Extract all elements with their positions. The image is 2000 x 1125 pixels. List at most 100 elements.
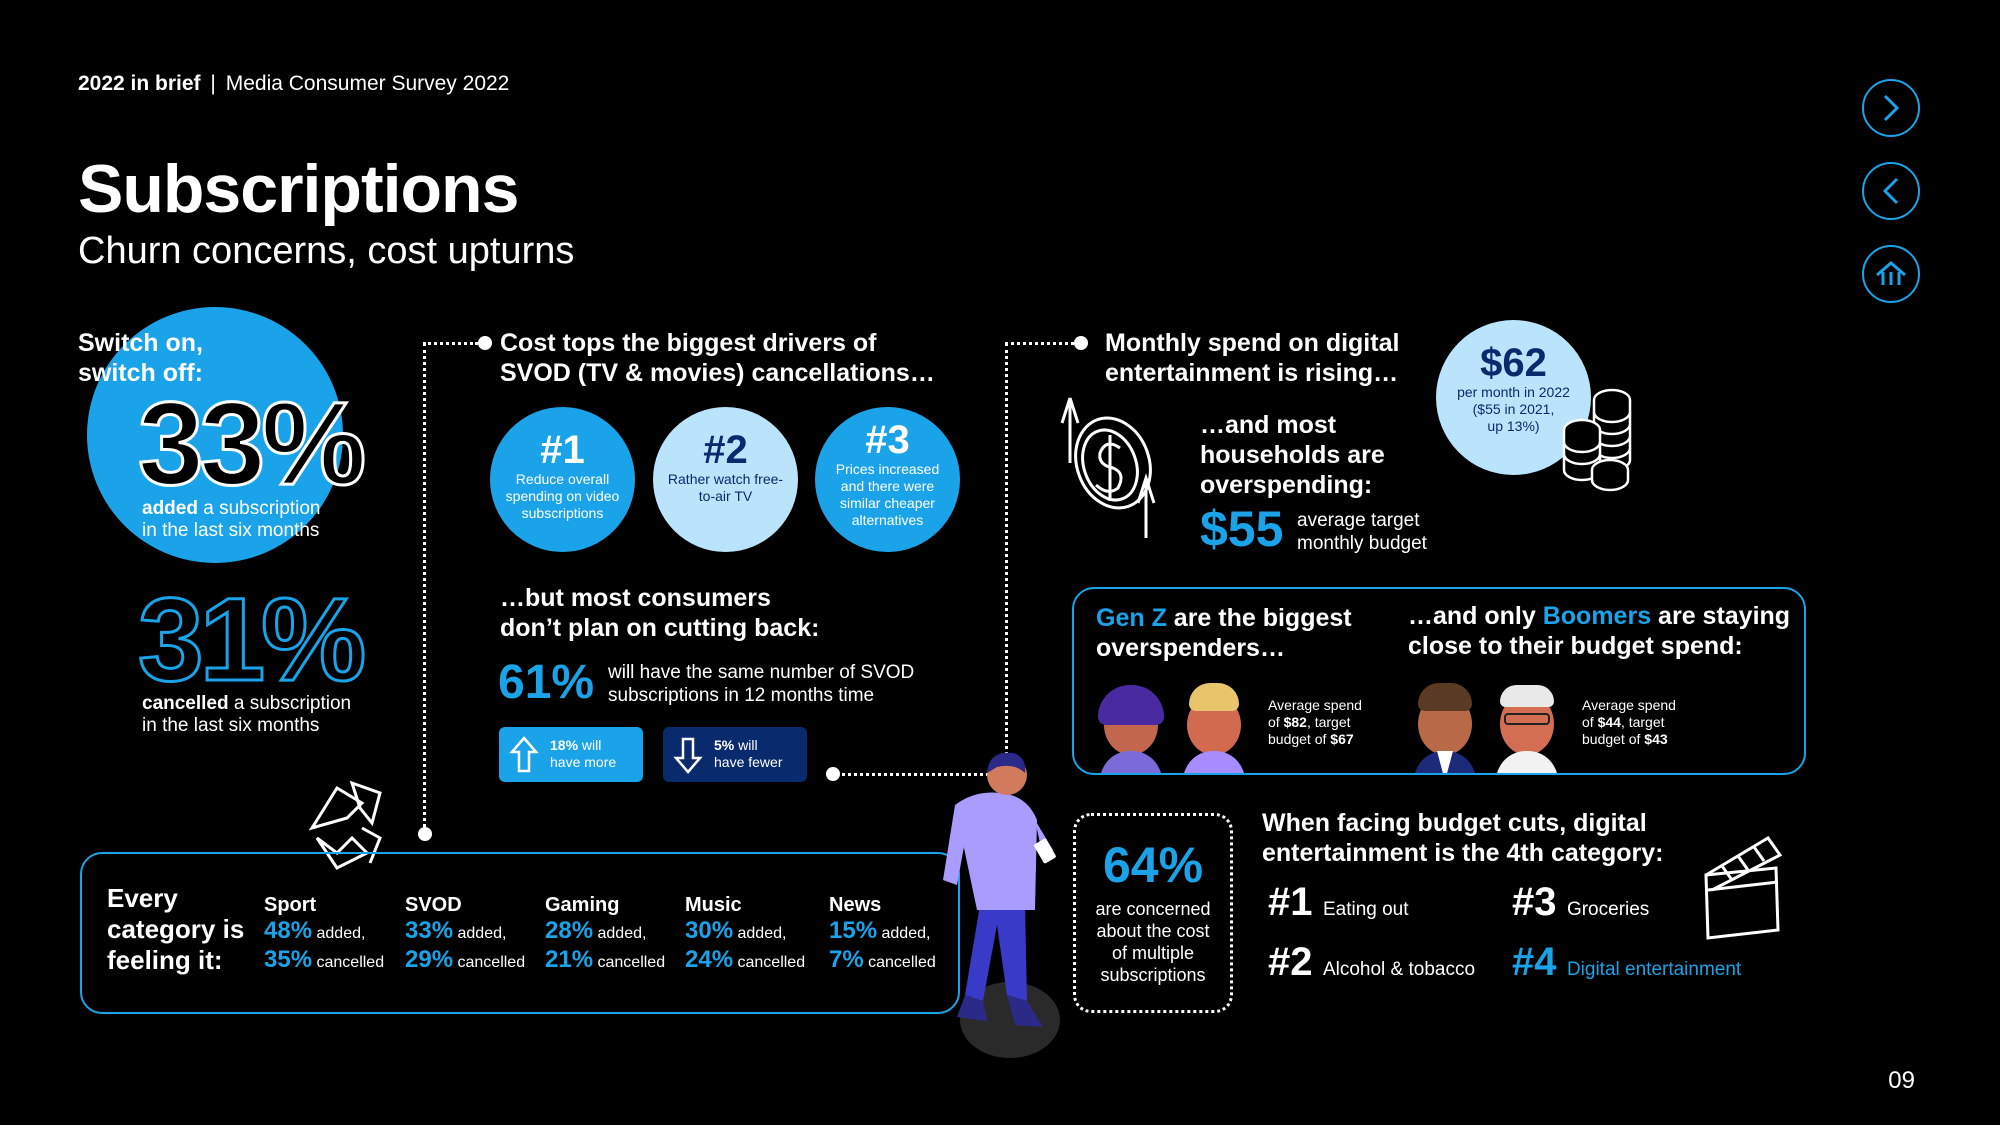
cancelled-label: cancelled — [863, 954, 936, 971]
connector-dot — [1074, 336, 1088, 350]
boomers-rest: are staying — [1651, 602, 1791, 630]
overspend-line1: …and most — [1200, 411, 1337, 439]
added-rest2: in the last six months — [142, 520, 320, 541]
driver-3: #3 Prices increased and there were simil… — [815, 407, 960, 552]
avatar-genz-2 — [1179, 677, 1249, 773]
category-heading: Every category is feeling it: — [107, 883, 244, 976]
same-text2: subscriptions in 12 months time — [608, 685, 875, 706]
added-rest: a subscription — [197, 498, 321, 519]
category-music: Music 30% added, 24% cancelled — [685, 892, 805, 976]
boomers-avg3a: budget of — [1582, 731, 1645, 747]
fewer-text1: will — [734, 737, 758, 753]
genz-avg1: Average spend — [1268, 697, 1362, 713]
budget-cuts-line2: entertainment is the 4th category: — [1262, 839, 1664, 867]
spend-amount: $62 — [1480, 341, 1547, 385]
budget-rank-num: #2 — [1268, 940, 1313, 984]
boomers-name: Boomers — [1542, 602, 1652, 630]
genz-avg2b: , target — [1306, 714, 1351, 730]
connector-line — [423, 342, 478, 345]
category-added: 33% — [405, 917, 454, 944]
category-heading-line1: Every — [107, 883, 178, 913]
arrow-down-icon — [673, 737, 703, 774]
fewer-text2: have fewer — [714, 754, 783, 770]
cancelled-label: cancelled — [593, 954, 666, 971]
concern-line3: of multiple — [1111, 943, 1195, 963]
avatar-boomer-2 — [1492, 679, 1562, 773]
more-pct: 18% — [550, 737, 579, 753]
header-breadcrumb: 2022 in brief | Media Consumer Survey 20… — [78, 72, 509, 96]
avatar-genz-1 — [1096, 685, 1166, 773]
same-caption: will have the same number of SVOD subscr… — [608, 661, 914, 707]
cutback-heading: …but most consumers don’t plan on cuttin… — [500, 583, 819, 643]
budget-rank-2: #2 Alcohol & tobacco — [1268, 940, 1475, 985]
category-name: News — [829, 894, 882, 916]
category-gaming: Gaming 28% added, 21% cancelled — [545, 892, 665, 976]
coin-stack-icon — [1562, 388, 1632, 492]
target-text2: monthly budget — [1297, 533, 1427, 554]
page-number: 09 — [1888, 1067, 1915, 1094]
cutback-line1: …but most consumers — [500, 584, 771, 612]
added-label: added, — [593, 925, 647, 942]
added-circle — [87, 307, 343, 563]
same-percent: 61% — [498, 656, 595, 709]
home-icon — [1876, 261, 1906, 285]
driver-text: Rather watch free-to-air TV — [667, 471, 784, 504]
driver-rank: #1 — [540, 428, 585, 472]
boomers-heading-text: …and only Boomers are staying close to t… — [1408, 601, 1790, 661]
genz-avg2a: of — [1268, 714, 1284, 730]
category-name: Music — [685, 894, 742, 916]
more-text2: have more — [550, 754, 617, 770]
driver-rank: #2 — [703, 428, 748, 472]
boomers-avg1: Average spend — [1582, 697, 1676, 713]
budget-cuts-heading: When facing budget cuts, digital enterta… — [1262, 808, 1663, 868]
concern-line4: subscriptions — [1100, 965, 1206, 985]
next-button[interactable] — [1862, 79, 1920, 137]
target-caption: average target monthly budget — [1297, 509, 1427, 555]
home-button[interactable] — [1862, 245, 1920, 303]
budget-rank-label: Eating out — [1322, 899, 1409, 920]
genz-heading: Gen Z are the biggest overspenders… — [1096, 603, 1352, 663]
budget-cuts-line1: When facing budget cuts, digital — [1262, 809, 1647, 837]
driver-1: #1 Reduce overall spending on video subs… — [490, 407, 635, 552]
fewer-text: 5% will have fewer — [714, 737, 782, 771]
genz-spend-value: $82 — [1283, 714, 1307, 730]
previous-button[interactable] — [1862, 162, 1920, 220]
category-added: 30% — [685, 917, 734, 944]
category-cancelled: 29% — [405, 946, 454, 973]
category-cancelled: 7% — [829, 946, 864, 973]
category-svod: SVOD 33% added, 29% cancelled — [405, 892, 525, 976]
category-heading-line2: category is — [107, 914, 245, 944]
category-sport: Sport 48% added, 35% cancelled — [264, 892, 384, 976]
connector-line — [835, 773, 1007, 776]
cancelled-label: cancelled — [453, 954, 526, 971]
connector-line — [423, 343, 426, 833]
spend-note2: ($55 in 2021, — [1472, 401, 1555, 417]
category-cancelled: 24% — [685, 946, 734, 973]
cancelled-rest2: in the last six months — [142, 715, 320, 736]
driver-2: #2 Rather watch free-to-air TV — [653, 407, 798, 552]
target-amount: $55 — [1200, 501, 1284, 557]
switch-heading: Switch on, switch off: — [78, 328, 203, 388]
category-added: 15% — [829, 917, 878, 944]
cancelled-rest: a subscription — [228, 693, 352, 714]
boomers-pre: …and only — [1408, 602, 1543, 630]
budget-rank-num: #3 — [1512, 880, 1557, 924]
added-label: added, — [453, 925, 507, 942]
added-label: added, — [312, 925, 366, 942]
added-bold: added — [142, 498, 198, 519]
clapperboard-icon — [1704, 835, 1783, 940]
spend-heading-line1: Monthly spend on digital — [1105, 329, 1400, 357]
more-text: 18% will have more — [550, 737, 616, 771]
boomers-avg2a: of — [1582, 714, 1598, 730]
concern-caption: are concerned about the cost of multiple… — [1076, 898, 1230, 986]
same-text1: will have the same number of SVOD — [608, 662, 915, 683]
budget-rank-label: Alcohol & tobacco — [1322, 959, 1476, 980]
added-caption: added a subscription in the last six mon… — [142, 498, 320, 542]
boomers-avg2b: , target — [1620, 714, 1665, 730]
added-label: added, — [733, 925, 787, 942]
drivers-heading-line2: SVOD (TV & movies) cancellations… — [500, 359, 935, 387]
category-name: SVOD — [405, 894, 462, 916]
chevron-left-icon — [1882, 177, 1899, 205]
target-text1: average target — [1297, 510, 1420, 531]
genz-line2: overspenders… — [1096, 634, 1285, 662]
